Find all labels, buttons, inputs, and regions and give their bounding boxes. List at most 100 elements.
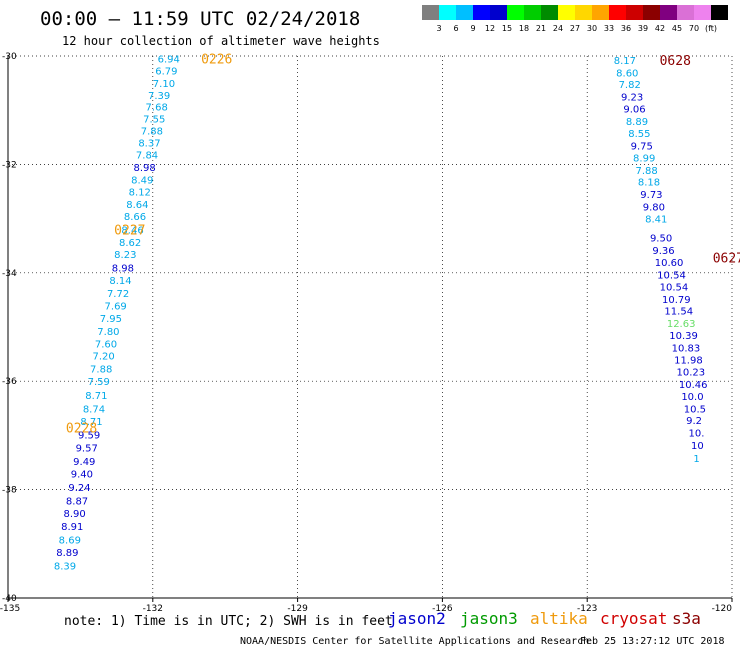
wave-height-value: 7.20 — [92, 352, 114, 363]
wave-height-value: 8.66 — [124, 212, 146, 223]
x-tick-label: -123 — [577, 604, 597, 614]
scale-label: 9 — [470, 24, 475, 33]
wave-height-value: 9.75 — [631, 141, 653, 152]
wave-height-value: 8.23 — [114, 250, 136, 261]
scale-swatch — [541, 5, 558, 20]
scale-swatch — [609, 5, 626, 20]
y-tick-label: -34 — [2, 269, 17, 279]
x-tick-label: -132 — [143, 604, 163, 614]
scale-label: 39 — [638, 24, 648, 33]
wave-height-value: 8.89 — [56, 548, 78, 559]
wave-height-value: 9.49 — [73, 457, 95, 468]
wave-height-value: 6.94 — [158, 55, 180, 66]
time-label: 0627 — [713, 252, 740, 267]
wave-height-value: 9.2 — [686, 416, 702, 427]
wave-height-value: 10.23 — [676, 367, 705, 378]
time-label: 0628 — [660, 54, 691, 69]
wave-height-value: 10.46 — [679, 380, 708, 391]
wave-height-value: 9.57 — [76, 443, 98, 454]
scale-swatch — [575, 5, 592, 20]
satellite-legend-item: altika — [530, 609, 588, 628]
scale-label: 30 — [587, 24, 597, 33]
y-tick-label: -36 — [2, 377, 17, 387]
wave-height-value: 7.84 — [136, 151, 158, 162]
footer-timestamp: Feb 25 13:27:12 UTC 2018 — [580, 636, 725, 647]
scale-swatch — [592, 5, 609, 20]
wave-height-value: 9.06 — [623, 105, 645, 116]
scale-swatch — [694, 5, 711, 20]
wave-height-value: 7.68 — [146, 102, 168, 113]
wave-height-value: 7.10 — [153, 79, 175, 90]
wave-height-value: 8.91 — [61, 522, 83, 533]
scale-swatch — [558, 5, 575, 20]
plot-area: -135 -132 -129 -126 -123 -120 -30 -32 -34 -36 -38… — [0, 52, 740, 614]
wave-height-value: 10.79 — [662, 295, 691, 306]
wave-height-value: 8.64 — [126, 200, 148, 211]
scale-label: 6 — [453, 24, 458, 33]
wave-height-value: 6.79 — [155, 67, 177, 78]
chart-title: 00:00 – 11:59 UTC 02/24/2018 — [40, 8, 360, 30]
x-tick-labels: -135 -132 -129 -126 -123 -120 — [0, 598, 733, 614]
scale-label: 3 — [436, 24, 441, 33]
wave-height-value: 7.88 — [635, 166, 657, 177]
scale-label: 42 — [655, 24, 665, 33]
satellite-legend: jason2 jason3 altika cryosat s3a — [388, 609, 701, 628]
wave-height-value: 9.36 — [652, 246, 674, 257]
scale-swatch — [660, 5, 677, 20]
wave-height-value: 8.49 — [131, 176, 153, 187]
wave-height-value: 8.18 — [638, 178, 660, 189]
wave-height-value: 8.90 — [64, 509, 86, 520]
wave-height-value: 7.55 — [143, 114, 165, 125]
wave-height-value: 8.71 — [85, 391, 107, 402]
scale-swatch — [524, 5, 541, 20]
scale-swatch — [473, 5, 490, 20]
wave-height-value: 8.41 — [645, 215, 667, 226]
x-tick-label: -135 — [0, 604, 20, 614]
wave-height-value: 10 — [691, 441, 704, 452]
wave-height-value: 12.63 — [667, 319, 696, 330]
scale-label: 33 — [604, 24, 614, 33]
wave-height-value: 9.73 — [640, 190, 662, 201]
x-tick-label: -126 — [432, 604, 453, 614]
scale-label: (ft) — [705, 24, 717, 33]
wave-height-value: 10.83 — [672, 344, 701, 355]
wave-height-value: 8.39 — [54, 561, 76, 572]
scale-label: 12 — [485, 24, 495, 33]
wave-height-value: 11.98 — [674, 356, 703, 367]
wave-height-value: 8.17 — [614, 56, 636, 67]
wave-height-value: 8.55 — [628, 129, 650, 140]
wave-height-value: 9.80 — [643, 203, 665, 214]
wave-height-value: 9.24 — [68, 483, 90, 494]
wave-height-value: 10. — [689, 429, 705, 440]
wave-height-value: 7.88 — [141, 126, 163, 137]
satellite-legend-item: jason2 — [388, 609, 446, 628]
wave-height-value: 7.60 — [95, 339, 117, 350]
wave-height-value: 10.0 — [681, 392, 703, 403]
wave-height-value: 8.71 — [80, 417, 102, 428]
wave-height-value: 7.82 — [619, 80, 641, 91]
wave-height-value: 8.12 — [129, 188, 151, 199]
wave-height-value: 8.89 — [626, 117, 648, 128]
scale-label: 15 — [502, 24, 512, 33]
scale-swatch — [677, 5, 694, 20]
footer-credit: NOAA/NESDIS Center for Satellite Applica… — [240, 636, 589, 647]
scale-label: 27 — [570, 24, 580, 33]
units-note: note: 1) Time is in UTC; 2) SWH is in fe… — [64, 614, 393, 629]
scale-label: 21 — [536, 24, 546, 33]
wave-height-value: 7.95 — [100, 314, 122, 325]
wave-height-value: 7.72 — [107, 289, 129, 300]
scale-swatch — [490, 5, 507, 20]
wave-height-value: 8.74 — [83, 404, 105, 415]
color-scale-legend: 3 6 9 12 15 18 21 24 27 30 33 36 39 42 45 70 (ft) — [422, 5, 728, 33]
y-tick-label: -40 — [2, 594, 17, 604]
wave-height-value: 10.54 — [657, 270, 686, 281]
y-tick-label: -38 — [2, 486, 17, 496]
scale-label: 24 — [553, 24, 563, 33]
scale-label: 36 — [621, 24, 631, 33]
y-tick-labels: -30 -32 -34 -36 -38 -40 — [2, 52, 17, 604]
scale-swatch — [456, 5, 473, 20]
time-label: 0226 — [201, 53, 232, 68]
wave-height-value: 8.62 — [119, 238, 141, 249]
scale-label: 45 — [672, 24, 682, 33]
